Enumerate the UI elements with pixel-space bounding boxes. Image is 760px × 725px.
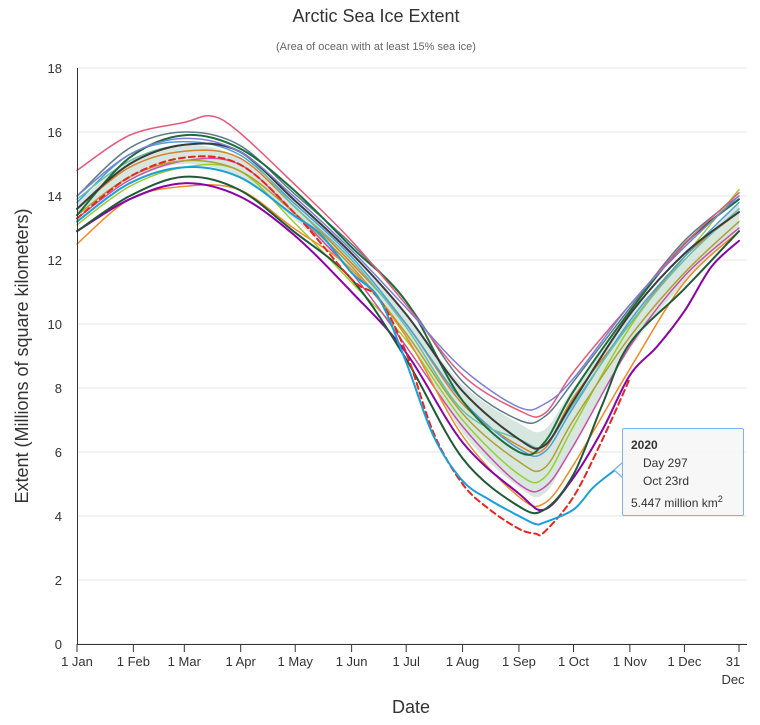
y-tick-label: 4 bbox=[55, 509, 62, 524]
x-tick-label: 1 Jun bbox=[336, 654, 368, 669]
tooltip-value-text: 5.447 million km bbox=[631, 496, 718, 510]
series-line-2014[interactable] bbox=[76, 163, 740, 484]
x-tick-label: 1 Aug bbox=[446, 654, 479, 669]
series-line-1988[interactable] bbox=[76, 131, 740, 425]
tooltip-value: 5.447 million km2 bbox=[631, 490, 735, 512]
x-tick-label: 1 Sep bbox=[502, 654, 536, 669]
series-line-1990[interactable] bbox=[76, 142, 740, 450]
series-line-2019[interactable] bbox=[76, 175, 740, 515]
y-tick-label: 10 bbox=[48, 317, 62, 332]
y-tick-label: 6 bbox=[55, 445, 62, 460]
data-tooltip: 2020 Day 297 Oct 23rd 5.447 million km2 bbox=[622, 428, 744, 516]
chart-subtitle: (Area of ocean with at least 15% sea ice… bbox=[276, 41, 476, 53]
x-tick-label: 1 Jan bbox=[61, 654, 93, 669]
series-line-2005[interactable] bbox=[76, 159, 740, 473]
x-tick-label: 1 Apr bbox=[226, 654, 257, 669]
tooltip-day: Day 297 bbox=[643, 456, 688, 470]
tooltip-date: Oct 23rd bbox=[643, 474, 690, 488]
y-tick-label: 16 bbox=[48, 125, 62, 140]
y-tick-label: 12 bbox=[48, 253, 62, 268]
axes: 0 2 4 6 8 10 12 14 16 18 1 Jan 1 Feb 1 Mar 1 Apr 1 May… bbox=[48, 61, 747, 687]
x-tick-label: 1 Oct bbox=[558, 654, 589, 669]
x-tick-label-end-day: 31 bbox=[726, 654, 740, 669]
x-tick-label: 1 May bbox=[278, 654, 314, 669]
y-tick-label: 8 bbox=[55, 381, 62, 396]
tooltip-year: 2020 bbox=[631, 438, 658, 452]
y-tick-label: 14 bbox=[48, 189, 62, 204]
series-line-1995[interactable] bbox=[76, 140, 740, 458]
y-tick-label: 0 bbox=[55, 637, 62, 652]
x-tick-label-end-month: Dec bbox=[721, 672, 745, 687]
series-lines[interactable] bbox=[76, 114, 740, 537]
tooltip-pointer-fill bbox=[615, 463, 623, 477]
range-band-area bbox=[77, 144, 739, 498]
chart-title: Arctic Sea Ice Extent bbox=[292, 6, 459, 26]
x-tick-label: 1 Jul bbox=[392, 654, 420, 669]
x-tick-label: 1 Mar bbox=[168, 654, 202, 669]
series-line-2020[interactable] bbox=[76, 165, 617, 526]
historical-range-band bbox=[77, 144, 739, 498]
tooltip-unit-sup: 2 bbox=[717, 494, 723, 504]
x-tick-label: 1 Dec bbox=[667, 654, 701, 669]
x-tick-label: 1 Nov bbox=[613, 654, 647, 669]
series-line-2012[interactable] bbox=[76, 155, 631, 537]
x-axis-title: Date bbox=[392, 697, 430, 717]
x-tick-label: 1 Feb bbox=[117, 654, 150, 669]
y-tick-label: 18 bbox=[48, 61, 62, 76]
series-line-2016[interactable] bbox=[76, 182, 740, 512]
series-line-1996[interactable] bbox=[76, 137, 740, 411]
y-axis-title: Extent (Millions of square kilometers) bbox=[12, 208, 32, 503]
y-tick-label: 2 bbox=[55, 573, 62, 588]
